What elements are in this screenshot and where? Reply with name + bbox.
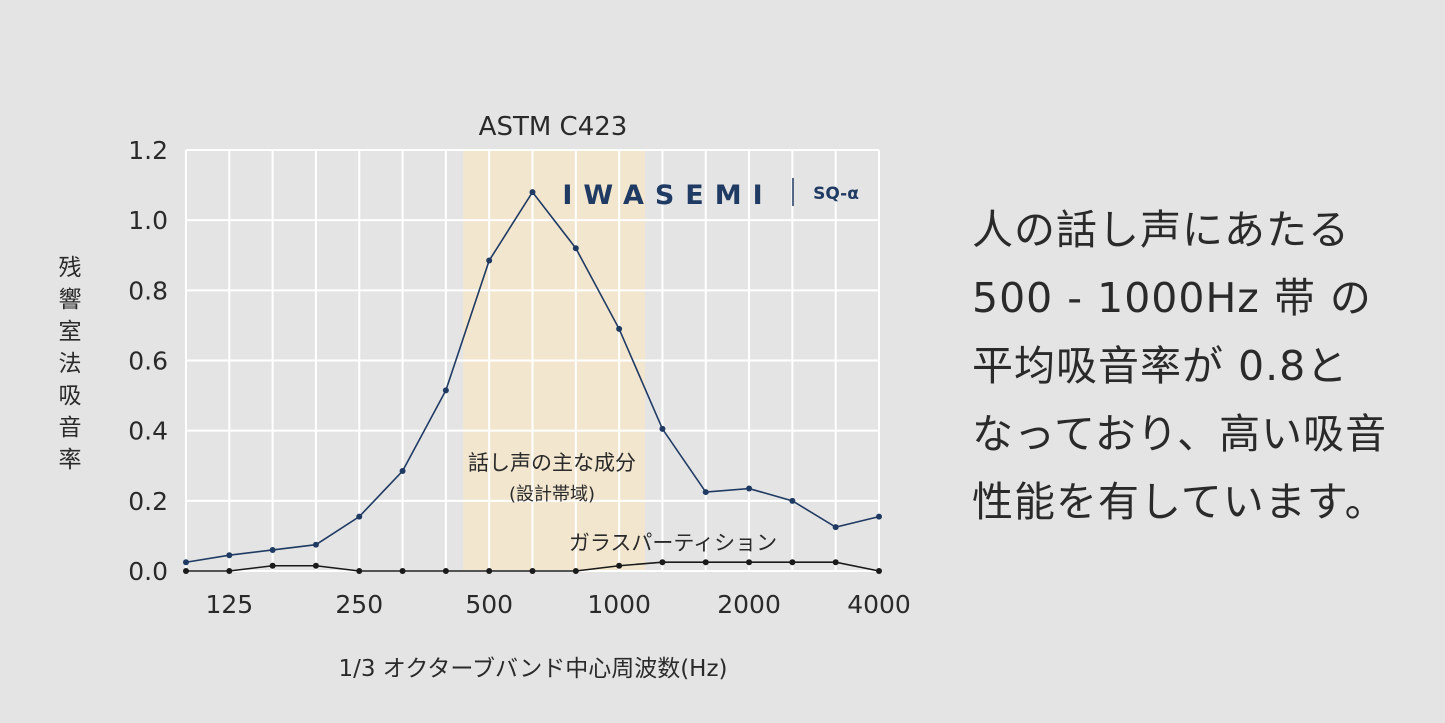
glass-partition-data-point	[789, 559, 796, 566]
y-tick-label: 0.6	[128, 347, 168, 376]
glass-partition-data-point	[702, 559, 709, 566]
chart-title: ASTM C423	[479, 112, 628, 142]
iwasemi-data-point	[789, 497, 796, 504]
iwasemi-data-point	[399, 468, 406, 475]
description-line: 500 - 1000Hz 帯 の	[972, 274, 1372, 322]
x-tick-label: 4000	[847, 590, 911, 619]
x-tick-label: 125	[205, 590, 253, 619]
glass-partition-data-point	[529, 568, 536, 574]
iwasemi-data-point	[269, 546, 276, 553]
iwasemi-data-point	[442, 387, 449, 394]
iwasemi-logo: IWASEMI SQ-α	[562, 178, 859, 211]
band-sublabel: (設計帯域)	[509, 484, 595, 505]
iwasemi-data-point	[702, 489, 709, 496]
description-line: 平均吸音率が 0.8と	[972, 342, 1349, 390]
y-axis-label-char: 率	[59, 447, 82, 473]
iwasemi-data-point	[226, 552, 233, 559]
glass-partition-data-point	[746, 559, 753, 566]
x-tick-label: 1000	[587, 590, 651, 619]
iwasemi-data-point	[529, 189, 536, 196]
glass-partition-data-point	[486, 568, 493, 574]
y-tick-label: 1.0	[128, 206, 168, 235]
glass-partition-data-point	[356, 568, 363, 574]
glass-partition-data-point	[876, 568, 882, 574]
description-line: なっており、高い吸音	[972, 410, 1388, 458]
y-axis-label-char: 法	[59, 351, 82, 377]
y-tick-label: 0.2	[128, 487, 168, 516]
iwasemi-data-point	[572, 245, 579, 252]
iwasemi-data-point	[876, 513, 882, 520]
glass-partition-data-point	[226, 568, 233, 574]
logo-product: SQ-α	[813, 184, 859, 204]
x-axis-label: 1/3 オクターブバンド中心周波数(Hz)	[338, 656, 727, 682]
logo-wordmark: IWASEMI	[562, 180, 773, 211]
iwasemi-data-point	[746, 485, 753, 492]
x-tick-label: 500	[465, 590, 513, 619]
iwasemi-data-point	[312, 541, 319, 548]
iwasemi-data-point	[183, 559, 189, 566]
y-tick-label: 0.8	[128, 276, 168, 305]
iwasemi-data-point	[832, 524, 839, 531]
y-tick-label: 0.4	[128, 417, 168, 446]
iwasemi-data-point	[356, 513, 363, 520]
glass-partition-data-point	[616, 562, 623, 569]
glass-partition-data-point	[399, 568, 406, 574]
glass-partition-data-point	[183, 568, 189, 574]
glass-partition-data-point	[442, 568, 449, 574]
glass-partition-data-point	[269, 562, 276, 569]
glass-partition-data-point	[312, 562, 319, 569]
y-axis-label-char: 響	[59, 287, 82, 313]
y-axis-label-char: 吸	[59, 383, 82, 409]
x-tick-label: 250	[335, 590, 383, 619]
iwasemi-data-point	[659, 425, 666, 432]
iwasemi-data-point	[616, 325, 623, 332]
iwasemi-data-point	[486, 257, 493, 264]
description-line: 人の話し声にあたる	[972, 206, 1350, 254]
y-axis-label-char: 音	[59, 415, 82, 441]
y-tick-label: 1.2	[128, 136, 168, 165]
y-axis-label: 残響室法吸音率	[59, 255, 82, 473]
y-axis-label-char: 室	[59, 319, 82, 345]
glass-partition-data-point	[572, 568, 579, 574]
band-label: 話し声の主な成分	[468, 451, 636, 475]
absorption-chart: ASTM C423 1.2 1.0 0.8 0.6 0.4 0.2 0.0 125 250 50…	[59, 112, 911, 682]
glass-partition-data-point	[832, 559, 839, 566]
y-axis-label-char: 残	[59, 255, 82, 281]
y-tick-label: 0.0	[128, 557, 168, 586]
glass-partition-label: ガラスパーティション	[569, 531, 777, 555]
glass-partition-data-point	[659, 559, 666, 566]
description-line: 性能を有しています。	[972, 478, 1387, 526]
x-tick-label: 2000	[717, 590, 781, 619]
description-text: 人の話し声にあたる 500 - 1000Hz 帯 の 平均吸音率が 0.8と な…	[972, 196, 1387, 536]
